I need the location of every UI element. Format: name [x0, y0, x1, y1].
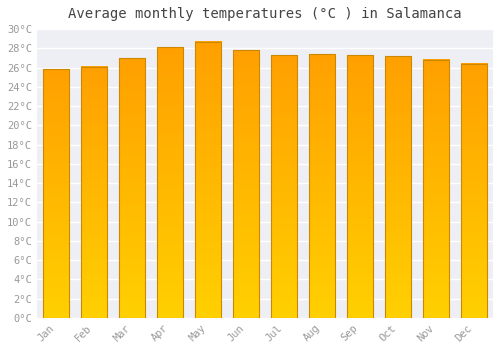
Bar: [232, 50, 259, 318]
Bar: [422, 60, 450, 318]
Bar: [460, 64, 487, 318]
Bar: [118, 58, 145, 318]
Bar: [270, 55, 297, 318]
Bar: [42, 70, 69, 318]
Bar: [308, 54, 336, 318]
Bar: [346, 55, 374, 318]
Bar: [80, 66, 107, 318]
Title: Average monthly temperatures (°C ) in Salamanca: Average monthly temperatures (°C ) in Sa…: [68, 7, 462, 21]
Bar: [194, 42, 221, 318]
Bar: [384, 56, 411, 318]
Bar: [156, 47, 183, 318]
